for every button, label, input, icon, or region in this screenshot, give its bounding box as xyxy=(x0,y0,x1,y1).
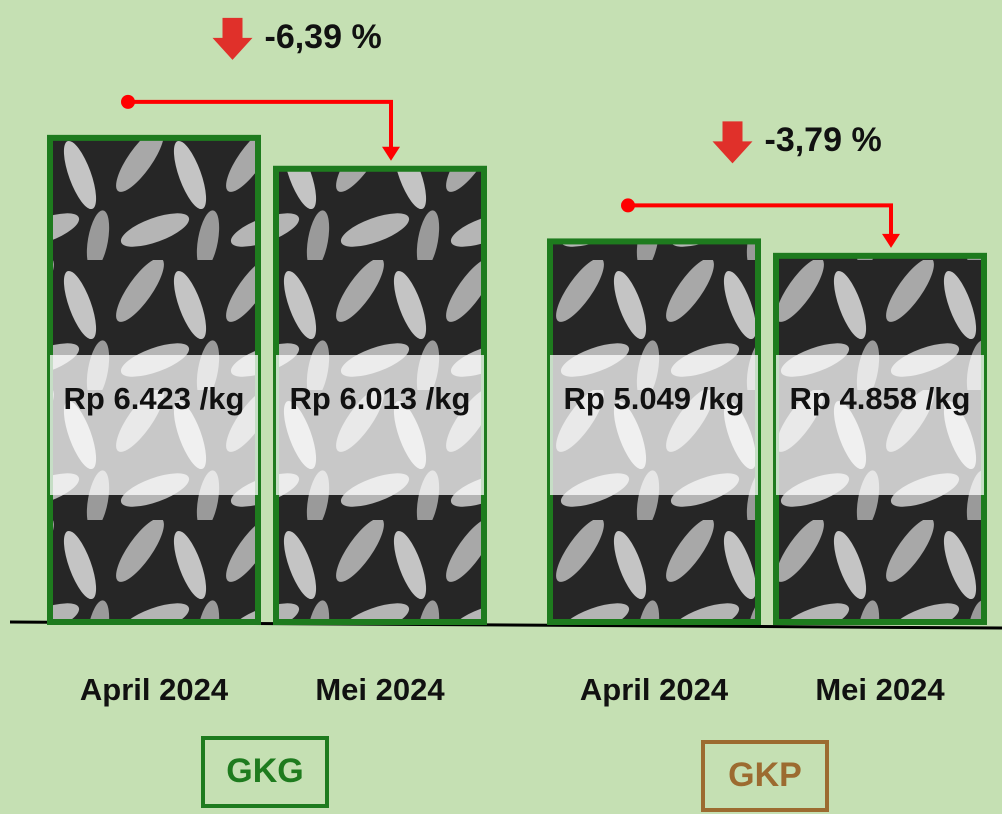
value-label: Rp 4.858 /kg xyxy=(789,381,971,416)
label-strip xyxy=(550,355,758,495)
change-icon xyxy=(712,121,753,164)
change-connector xyxy=(128,99,393,151)
arrow-head xyxy=(382,146,400,161)
arrow-head xyxy=(882,233,900,248)
connector-dot xyxy=(621,198,635,213)
change-label: -3,79 % xyxy=(764,121,882,160)
value-label: Rp 6.013 /kg xyxy=(289,381,471,416)
label-strip xyxy=(776,355,984,495)
category-label: April 2024 xyxy=(79,672,229,707)
category-label: Mei 2024 xyxy=(315,672,445,707)
label-strip xyxy=(50,355,258,495)
value-label: Rp 5.049 /kg xyxy=(563,381,745,416)
change-icon xyxy=(212,17,253,60)
category-label: April 2024 xyxy=(579,672,729,707)
value-label: Rp 6.423 /kg xyxy=(63,381,245,416)
label-strip xyxy=(276,355,484,495)
category-label: Mei 2024 xyxy=(815,672,945,707)
group-label: GKP xyxy=(701,740,829,812)
change-connector xyxy=(628,203,893,238)
change-label: -6,39 % xyxy=(264,17,382,56)
connector-dot xyxy=(121,94,135,109)
group-label: GKG xyxy=(201,736,329,808)
